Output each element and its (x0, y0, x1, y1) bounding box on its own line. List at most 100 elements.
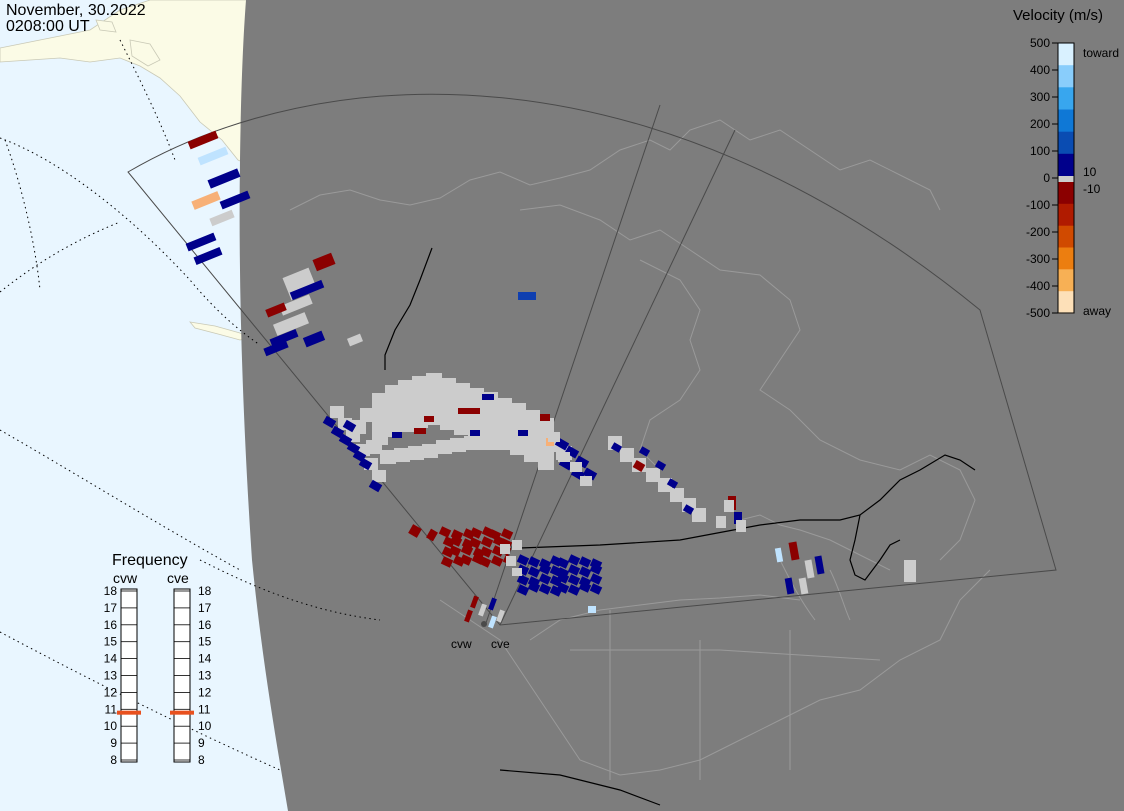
echo-cell (392, 432, 402, 438)
legend-minus-threshold: -10 (1083, 182, 1101, 196)
echo-cell (358, 457, 373, 471)
frequency-scale-label: 14 (104, 652, 118, 666)
echo-cell (330, 425, 345, 439)
frequency-scale-label: 11 (198, 702, 211, 716)
time-label: 0208:00 UT (6, 18, 90, 35)
echo-cell (774, 547, 784, 563)
date-label: November, 30.2022 (6, 2, 146, 19)
echo-cell (436, 440, 452, 454)
echo-cell (385, 409, 401, 437)
legend-color-bar (1057, 42, 1075, 314)
echo-cell (408, 524, 422, 538)
echo-cell (556, 582, 570, 594)
echo-cell (187, 130, 219, 150)
echo-cell (567, 574, 581, 586)
echo-cell (567, 554, 581, 566)
echo-cell (692, 508, 706, 522)
velocity-legend: Velocity (m/s) 500 400 300 200 100 0 -100 -200 -… (1013, 7, 1119, 320)
echo-cell (736, 520, 746, 532)
legend-tick-label: 400 (1030, 63, 1050, 77)
echo-cell (482, 394, 494, 400)
legend-tick-label: 500 (1030, 36, 1050, 50)
frequency-radar-label-cvw: cvw (113, 570, 138, 586)
frequency-scale-label: 16 (104, 618, 118, 632)
echo-cell (724, 500, 734, 512)
echo-cell (265, 302, 287, 318)
echo-cell (408, 446, 424, 460)
frequency-scale-label: 8 (198, 753, 205, 767)
echo-cell (440, 402, 456, 430)
legend-tick-label: 200 (1030, 117, 1050, 131)
echo-cell (289, 279, 325, 301)
echo-cell (347, 333, 363, 347)
echo-cell (219, 190, 251, 210)
echo-cell (516, 574, 530, 586)
echo-cell (263, 339, 289, 357)
echo-cell (342, 419, 357, 433)
frequency-scale-label: 16 (198, 618, 212, 632)
legend-toward-label: toward (1083, 46, 1119, 60)
legend-swatch (1058, 225, 1074, 249)
frequency-scale-label: 13 (104, 669, 118, 683)
radar-sites: cvw cve (451, 621, 510, 651)
echo-cell (506, 556, 516, 566)
frequency-scale-label: 10 (198, 719, 212, 733)
echo-cell (716, 516, 726, 528)
echo-cell (632, 460, 646, 472)
lat-lon-grid (0, 39, 381, 771)
frequency-scale-label: 9 (198, 736, 205, 750)
echo-cell (360, 408, 376, 422)
echo-cell (578, 581, 592, 593)
legend-swatch (1058, 43, 1074, 66)
frequency-scale-label: 10 (104, 719, 118, 733)
echo-cell (682, 504, 695, 515)
legend-swatch (1058, 291, 1074, 314)
frequency-scale-label: 18 (198, 584, 212, 598)
echo-cell (478, 436, 494, 450)
frequency-indicator (117, 710, 141, 715)
echo-cell (414, 428, 426, 434)
echo-cell (589, 583, 603, 595)
echo-cell (488, 615, 497, 629)
echo-cell (449, 535, 463, 547)
radar-label-cvw: cvw (451, 637, 472, 651)
legend-swatch (1058, 87, 1074, 111)
echo-cell (438, 526, 452, 538)
echo-cell (654, 460, 667, 471)
legend-tick-label: -500 (1026, 306, 1050, 320)
echo-cell (804, 559, 815, 579)
legend-tick-label: -400 (1026, 279, 1050, 293)
echo-cell (470, 430, 480, 436)
echo-cell (197, 146, 229, 166)
legend-swatch (1058, 269, 1074, 292)
echo-cell (582, 467, 598, 481)
frequency-scale-label: 15 (104, 635, 118, 649)
echo-cell (368, 479, 383, 493)
echo-cell (528, 432, 544, 446)
legend-swatch-low (1058, 176, 1074, 182)
echo-cell (469, 527, 483, 539)
echo-cell (558, 452, 570, 462)
echo-cell (638, 446, 651, 457)
echo-cell (610, 442, 623, 453)
echo-cell (518, 292, 536, 300)
echo-cell (479, 546, 493, 558)
legend-swatch (1058, 182, 1074, 205)
legend-tick-label: -300 (1026, 252, 1050, 266)
legend-plus-threshold: 10 (1083, 165, 1097, 179)
echo-cell (784, 577, 795, 595)
echo-cell (478, 556, 492, 568)
echo-cell (185, 232, 217, 252)
echo-cell (567, 584, 581, 596)
echo-cell (570, 462, 582, 472)
echo-cell (500, 528, 514, 540)
legend-swatch (1058, 247, 1074, 270)
echo-cell (548, 432, 560, 442)
echo-cell (459, 554, 473, 566)
frequency-scale-label: 14 (198, 652, 212, 666)
echo-cell (312, 252, 336, 272)
echo-cell (464, 436, 480, 450)
echo-cell (620, 448, 634, 462)
frequency-scale-label: 18 (104, 584, 118, 598)
echo-cell (527, 566, 541, 578)
